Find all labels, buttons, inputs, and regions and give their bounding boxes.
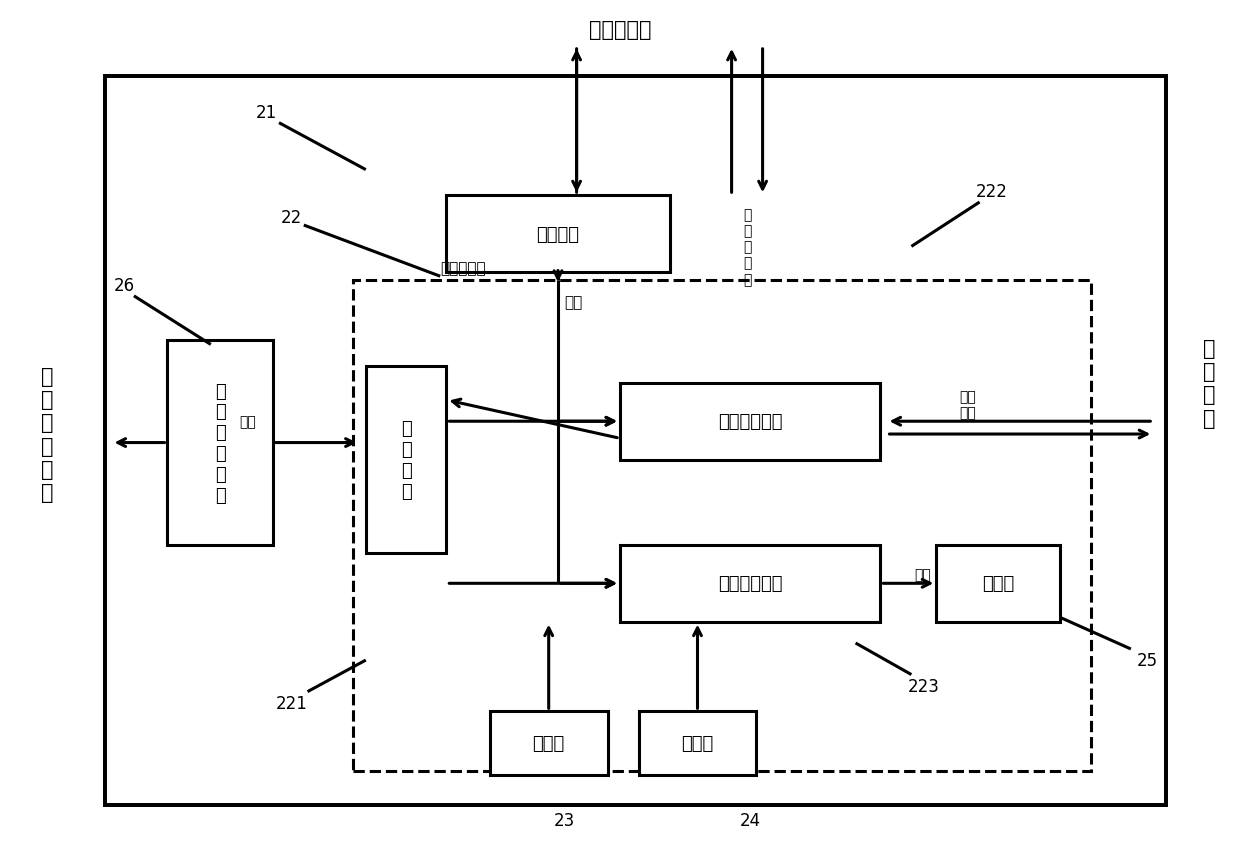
- Text: 信号
传输: 信号 传输: [959, 389, 976, 420]
- Text: 定位: 定位: [239, 415, 257, 429]
- Bar: [620, 383, 880, 460]
- Bar: [353, 281, 1091, 771]
- Text: 电源模块: 电源模块: [537, 225, 579, 244]
- Text: 21: 21: [255, 103, 278, 122]
- Text: 供电: 供电: [564, 295, 583, 310]
- Bar: [620, 545, 880, 622]
- Text: 23: 23: [553, 810, 575, 829]
- Text: 螺旋桨: 螺旋桨: [982, 574, 1014, 593]
- Bar: [490, 711, 608, 775]
- Text: 拖
曳
电
缆: 拖 曳 电 缆: [1203, 338, 1215, 429]
- Text: 221: 221: [275, 694, 308, 712]
- Text: 深度计: 深度计: [681, 734, 714, 752]
- Text: 超
短
基
线
信
标: 超 短 基 线 信 标: [215, 382, 226, 504]
- Bar: [446, 196, 670, 273]
- Text: 223: 223: [908, 676, 940, 695]
- Text: 25: 25: [1136, 651, 1158, 670]
- Bar: [105, 77, 1166, 805]
- Bar: [167, 341, 273, 545]
- Bar: [639, 711, 756, 775]
- Bar: [936, 545, 1060, 622]
- Text: 采集控制模块: 采集控制模块: [718, 412, 782, 431]
- Text: 船
载
声
学
基
阵: 船 载 声 学 基 阵: [41, 366, 53, 503]
- Text: 水下控制仓: 水下控制仓: [440, 261, 486, 276]
- Text: 26: 26: [113, 276, 135, 295]
- Text: 222: 222: [976, 182, 1008, 201]
- Text: 24: 24: [739, 810, 761, 829]
- Text: 光电复合缆: 光电复合缆: [589, 20, 651, 40]
- Bar: [366, 366, 446, 554]
- Text: 22: 22: [280, 208, 303, 227]
- Text: 控制: 控制: [914, 567, 931, 581]
- Text: 数
据
与
控
制: 数 据 与 控 制: [744, 208, 751, 286]
- Text: 功
放
模
块: 功 放 模 块: [401, 420, 412, 500]
- Text: 姿态仪: 姿态仪: [532, 734, 565, 752]
- Text: 推进控制模块: 推进控制模块: [718, 574, 782, 593]
